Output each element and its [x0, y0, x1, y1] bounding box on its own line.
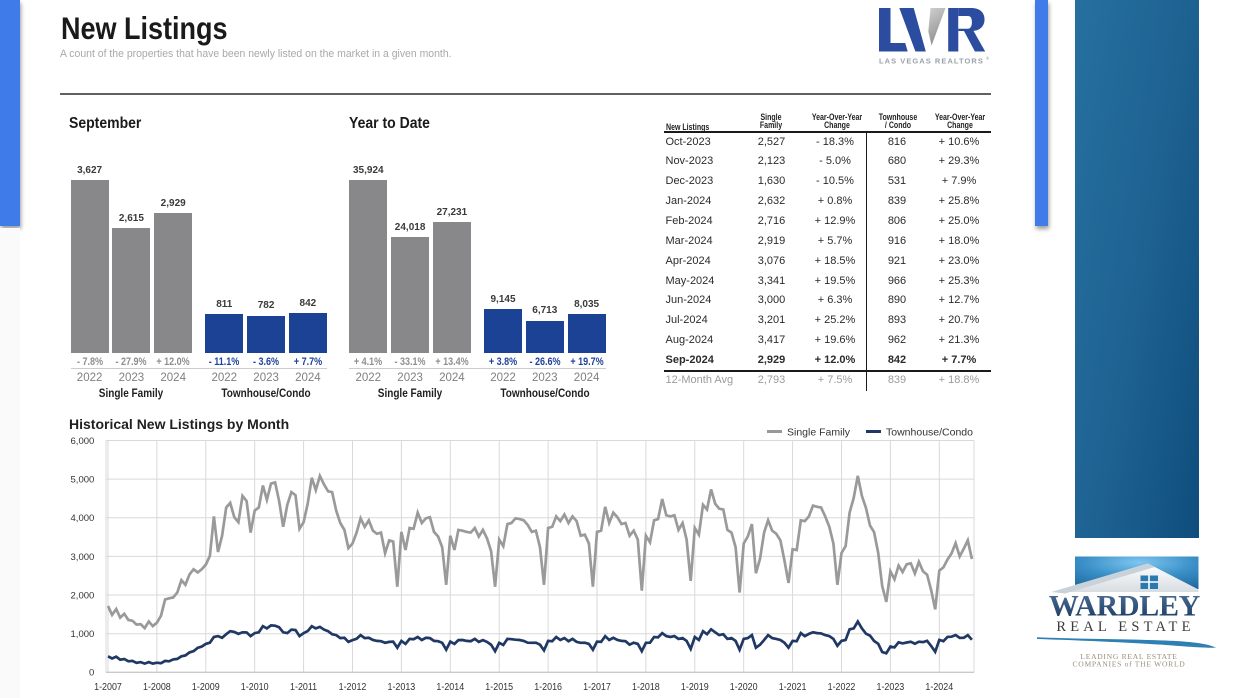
svg-text:4,000: 4,000 [71, 513, 95, 524]
svg-text:1-2008: 1-2008 [143, 681, 171, 693]
svg-text:1-2007: 1-2007 [94, 681, 122, 693]
svg-text:6,000: 6,000 [71, 436, 95, 447]
svg-text:1-2016: 1-2016 [534, 681, 562, 693]
svg-text:1-2021: 1-2021 [779, 681, 807, 693]
svg-text:1-2022: 1-2022 [828, 681, 856, 693]
svg-text:COMPANIES ​of​ THE WORLD: COMPANIES ​of​ THE WORLD [1073, 660, 1186, 669]
svg-text:1-2015: 1-2015 [485, 681, 513, 693]
svg-text:Historical New Listings by Mon: Historical New Listings by Month [69, 416, 289, 432]
svg-text:1-2009: 1-2009 [192, 681, 220, 693]
svg-text:1-2023: 1-2023 [877, 681, 905, 693]
svg-text:1-2017: 1-2017 [583, 681, 611, 693]
svg-text:1,000: 1,000 [71, 629, 95, 640]
svg-text:1-2014: 1-2014 [436, 681, 464, 693]
svg-text:1-2010: 1-2010 [241, 681, 269, 693]
svg-text:2,000: 2,000 [71, 590, 95, 601]
svg-text:LAS VEGAS REALTORS: LAS VEGAS REALTORS [879, 56, 984, 65]
svg-text:1-2024: 1-2024 [925, 681, 953, 693]
svg-text:1-2018: 1-2018 [632, 681, 660, 693]
svg-text:1-2012: 1-2012 [339, 681, 367, 693]
svg-text:REAL ESTATE: REAL ESTATE [1056, 619, 1194, 635]
svg-text:Single Family: Single Family [787, 427, 851, 439]
svg-text:1-2011: 1-2011 [290, 681, 317, 693]
svg-text:5,000: 5,000 [71, 475, 95, 486]
svg-text:LEADING REAL ESTATE: LEADING REAL ESTATE [1080, 652, 1177, 661]
svg-text:3,000: 3,000 [71, 552, 95, 563]
svg-text:®: ® [986, 56, 990, 61]
svg-text:1-2013: 1-2013 [388, 681, 416, 693]
svg-text:Townhouse/Condo: Townhouse/Condo [886, 427, 973, 439]
svg-text:1-2020: 1-2020 [730, 681, 758, 693]
svg-text:1-2019: 1-2019 [681, 681, 709, 693]
svg-text:WARDLEY: WARDLEY [1049, 589, 1201, 622]
svg-text:0: 0 [89, 668, 94, 679]
